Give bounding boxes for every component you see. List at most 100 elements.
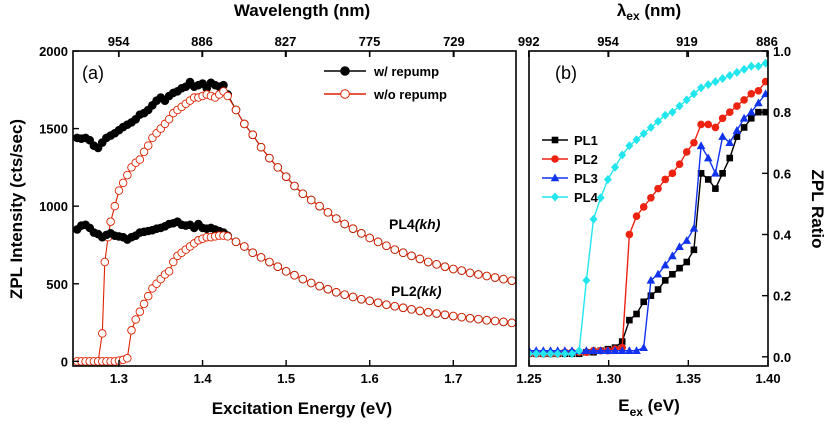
data-point-pl2 (668, 169, 677, 178)
panel-a-legend: w/ repump w/o repump (324, 64, 447, 102)
panel-b-label: (b) (555, 63, 577, 83)
data-point-pl2-w-o-repump (273, 262, 283, 271)
b-plot-frame (528, 50, 769, 367)
data-point-pl3 (682, 236, 692, 244)
data-point-pl2-w-o-repump (465, 313, 475, 323)
data-point-pl2 (761, 77, 768, 86)
data-point-pl4 (589, 214, 598, 224)
data-point-pl3 (754, 98, 763, 107)
data-point-pl2-w-o-repump (457, 312, 466, 322)
legend-marker-without-repump (340, 89, 350, 99)
data-point-pl4-w-o-repump (365, 233, 374, 243)
data-point-pl2-w-o-repump (240, 242, 249, 251)
data-point-pl4-w-o-repump (265, 153, 274, 163)
data-point-pl2-w-o-repump (365, 296, 374, 306)
data-point-pl4 (754, 61, 763, 71)
data-point-pl2-w-o-repump (340, 290, 349, 299)
data-point-pl2 (625, 230, 634, 239)
panel-b-x-axis-subscript: ex (630, 405, 644, 419)
data-point-pl4-w-o-repump (256, 142, 266, 152)
data-point-pl4-w-o-repump (323, 208, 333, 217)
data-point-pl2-w-o-repump (231, 237, 241, 247)
data-point-pl4-w-o-repump (440, 262, 450, 271)
data-point-pl4 (654, 116, 663, 126)
data-point-pl3 (653, 269, 663, 278)
data-point-pl4-w-o-repump (315, 201, 324, 211)
data-point-pl2 (725, 108, 734, 116)
legend-label-without-repump: w/o repump (373, 87, 447, 102)
panel-a-plot (73, 77, 516, 366)
data-point-pl2-w-o-repump (290, 270, 299, 280)
data-point-pl2-w-o-repump (390, 302, 400, 311)
data-point-pl4-w-o-repump (273, 163, 283, 172)
y-tick-label: 0.6 (773, 166, 791, 181)
data-point-pl1 (676, 264, 683, 272)
data-point-pl2 (754, 86, 763, 95)
data-point-pl3 (746, 107, 756, 116)
annotation-pl4-name: PL4 (389, 216, 415, 232)
legend-marker-with-repump (340, 66, 350, 76)
data-point-pl4 (711, 77, 720, 87)
data-point-pl4-w-o-repump (507, 276, 516, 285)
data-point-pl2 (697, 120, 705, 129)
data-point-pl3 (696, 141, 706, 150)
y-tick-label: 2000 (39, 44, 68, 59)
data-point-pl2-w-o-repump (490, 316, 500, 326)
data-point-pl4-w-o-repump (106, 217, 115, 226)
data-point-pl4 (675, 101, 684, 111)
data-point-pl3 (589, 346, 598, 355)
data-point-pl4-w-o-repump (231, 105, 241, 115)
data-point-pl4-w-o-repump (240, 119, 249, 129)
data-point-pl2-w-o-repump (432, 309, 441, 318)
annotation-pl2-label: (kk) (417, 283, 442, 299)
y-tick-label: 0.8 (773, 105, 791, 120)
data-point-pl3 (761, 89, 768, 98)
panel-b-y-axis-title: ZPL Ratio (808, 169, 827, 248)
data-point-pl4 (732, 67, 741, 77)
data-point-pl4-w-o-repump (123, 170, 132, 180)
data-point-pl1 (654, 286, 662, 293)
panel-b-top-axis-unit: (nm) (640, 1, 682, 20)
legend-label-pl3: PL3 (574, 171, 598, 186)
data-point-pl4-w-o-repump (135, 155, 145, 164)
data-point-pl4-w-o-repump (457, 266, 466, 275)
data-point-pl2 (718, 114, 727, 123)
data-point-pl2-w-o-repump (135, 307, 145, 316)
data-point-pl2-w-o-repump (298, 274, 308, 284)
data-point-pl1 (647, 292, 655, 299)
annotation-pl2: PL2(kk) (391, 283, 442, 299)
data-point-pl4-w-o-repump (482, 271, 491, 281)
data-point-pl4 (611, 162, 620, 172)
y-tick-label: 0 (61, 354, 68, 369)
data-point-pl3 (668, 251, 677, 260)
data-point-pl4 (725, 70, 734, 80)
data-point-pl2-w-o-repump (507, 318, 516, 328)
data-point-pl2 (690, 138, 698, 147)
legend-marker-pl1 (551, 136, 559, 144)
x-tick-label: 1.6 (361, 371, 379, 386)
legend-label-pl4: PL4 (574, 190, 599, 205)
data-point-pl4-w-o-repump (348, 224, 358, 233)
panel-b: λex (nm) Eex (eV) ZPL Ratio (b) 1.25 1.30… (516, 1, 827, 419)
data-point-pl2-w-o-repump (139, 299, 149, 309)
annotation-pl4-label: (kh) (415, 216, 441, 232)
data-point-pl4-w-o-repump (490, 273, 500, 282)
data-point-pl1 (640, 298, 648, 306)
data-point-pl4-w-o-repump (164, 115, 174, 124)
data-point-pl4 (532, 349, 541, 359)
panel-b-plot (529, 58, 768, 359)
data-point-pl2-w-o-repump (499, 317, 508, 327)
data-point-pl3 (703, 153, 713, 162)
data-point-pl1 (719, 170, 726, 177)
top-tick-label: 954 (108, 34, 130, 49)
data-point-pl4 (632, 135, 641, 145)
data-point-pl1 (740, 124, 748, 131)
legend-label-with-repump: w/ repump (373, 64, 439, 79)
data-point-pl2-w-o-repump (323, 284, 333, 294)
data-point-pl2 (654, 184, 662, 193)
data-point-pl2 (661, 175, 670, 184)
x-tick-label: 1.30 (596, 371, 621, 386)
data-point-pl4-w-o-repump (98, 329, 107, 338)
data-point-pl4-w-o-repump (474, 270, 483, 279)
data-point-pl2 (747, 90, 756, 98)
